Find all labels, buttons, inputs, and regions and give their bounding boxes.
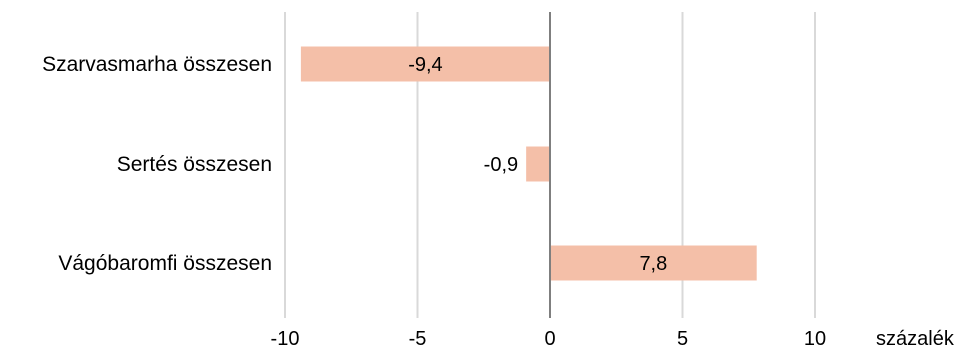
x-tick-label: 5 xyxy=(677,328,688,349)
category-label: Szarvasmarha összesen xyxy=(42,53,272,76)
data-label: -0,9 xyxy=(484,154,518,176)
x-tick-label: -10 xyxy=(271,328,300,349)
bar xyxy=(550,245,757,281)
x-axis-unit-label: százalék xyxy=(876,328,955,349)
x-tick-label: 0 xyxy=(544,328,555,349)
data-label: 7,8 xyxy=(639,253,667,275)
labels: -10 -5 0 5 10 Szarvasmarha összesen -9,4 Sertés… xyxy=(42,53,826,349)
bars xyxy=(300,46,757,281)
bar xyxy=(526,146,550,182)
category-label: Vágóbaromfi összesen xyxy=(58,252,272,275)
category-label: Sertés összesen xyxy=(117,153,272,176)
x-tick-label: 10 xyxy=(804,328,826,349)
bar xyxy=(300,46,550,82)
x-tick-label: -5 xyxy=(409,328,427,349)
data-label: -9,4 xyxy=(408,54,442,76)
